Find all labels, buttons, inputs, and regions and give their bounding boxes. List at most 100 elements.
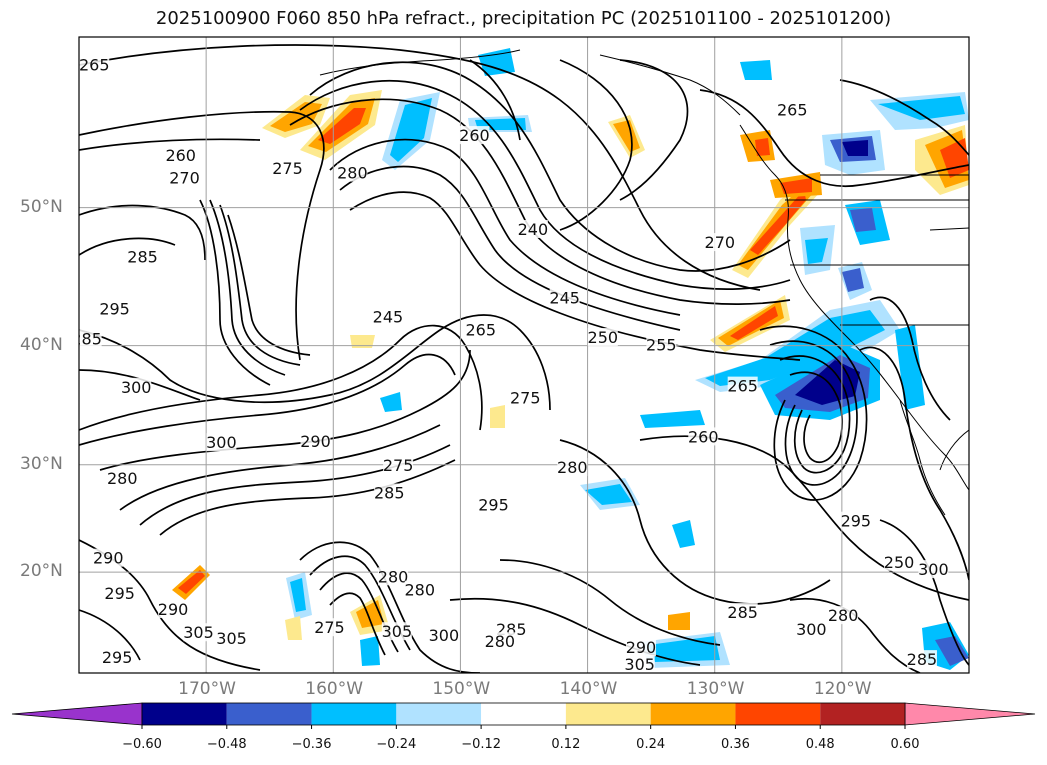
contour-label: 240 — [518, 220, 549, 239]
contour-label-background — [918, 560, 949, 579]
latitude-label: 20°N — [20, 561, 63, 582]
contour-line — [339, 165, 681, 331]
contour-label: 300 — [918, 560, 949, 579]
contour-label-background — [510, 388, 541, 407]
contour-label: 300 — [121, 378, 152, 397]
contour-line — [349, 191, 801, 361]
shading-blob — [490, 405, 505, 428]
contour-label: 300 — [429, 626, 460, 645]
contour-line — [159, 459, 456, 536]
contour-label-background — [127, 247, 158, 266]
shading-blob — [935, 636, 969, 666]
contour-label: 270 — [705, 233, 736, 252]
contour-line — [559, 439, 831, 605]
colorbar-tick-label: 0.24 — [636, 737, 666, 752]
contour-line — [779, 355, 851, 474]
contour-label-background — [121, 377, 152, 396]
colorbar-tick-label: 0.12 — [551, 737, 581, 752]
contour-label: 300 — [206, 433, 237, 452]
colorbar-bin — [820, 703, 905, 725]
latitude-label: 40°N — [20, 334, 63, 355]
contour-label: 285 — [374, 484, 405, 503]
contour-line — [79, 324, 483, 431]
shading-blob — [705, 310, 885, 386]
contour-label-background — [517, 219, 548, 238]
shading-blob — [285, 616, 302, 640]
gridlines — [79, 37, 969, 673]
contour-label-background — [216, 629, 247, 648]
shading-blob — [750, 190, 806, 255]
contour-label: 265 — [79, 56, 110, 75]
contour-line — [329, 138, 681, 316]
colorbar-under-extension — [11, 702, 143, 726]
colorbar-tick-label: −0.48 — [206, 737, 247, 752]
contour-label-background — [625, 638, 656, 657]
contour-label: 305 — [216, 629, 247, 648]
contour-line — [869, 296, 951, 421]
contour-label-background — [383, 455, 414, 474]
contour-label: 245 — [549, 289, 580, 308]
colorbar — [11, 702, 1036, 729]
contour-label-background — [337, 163, 368, 182]
colorbar-tick-label: 0.36 — [720, 737, 750, 752]
contour-line — [79, 44, 761, 291]
contour-label-background — [158, 600, 189, 619]
contour-label: 290 — [300, 432, 331, 451]
shading-blob — [360, 636, 380, 666]
contour-line — [199, 199, 271, 386]
contour-line — [99, 349, 471, 471]
contour-label: 295 — [104, 584, 135, 603]
shading-blob — [390, 98, 432, 162]
contour-label: 275 — [314, 618, 345, 637]
contour-line — [859, 346, 969, 581]
shading-blob — [842, 268, 864, 292]
shading-blob — [613, 120, 640, 152]
contour-label-background — [102, 648, 133, 667]
shading-blob — [730, 306, 778, 340]
colorbar-bin — [226, 703, 312, 725]
shading-blob — [585, 484, 632, 505]
shading-blob — [270, 102, 322, 132]
shading-blob — [842, 140, 868, 156]
contour-line — [309, 61, 791, 272]
contour-label-background — [624, 655, 655, 673]
contour-label: 290 — [626, 638, 657, 657]
colorbar-bin — [481, 703, 566, 725]
contour-line — [789, 597, 921, 673]
contour-label: 300 — [796, 620, 827, 639]
contour-label: 270 — [169, 168, 200, 187]
contour-label-background — [99, 299, 130, 318]
contour-label-background — [183, 623, 214, 642]
contour-label-background — [93, 548, 124, 567]
contour-label-background — [104, 583, 135, 602]
coastline — [899, 399, 946, 516]
plot-area: 265 260 265 260 275 280 270 240 270 285 245 245 295 2… — [79, 37, 969, 673]
contour-label-background — [549, 288, 580, 307]
colorbar-bin — [565, 703, 651, 725]
coastline — [929, 227, 969, 231]
contour-label-background — [828, 606, 859, 625]
contour-label: 275 — [510, 389, 541, 408]
contour-label-background — [79, 55, 110, 74]
contour-label: 290 — [158, 600, 189, 619]
contour-line — [79, 314, 551, 411]
colorbar-tick-label: 0.48 — [805, 737, 835, 752]
contour-label: 295 — [99, 299, 130, 318]
contour-label-background — [688, 427, 719, 446]
contour-label-background — [165, 145, 196, 164]
shading-blob — [850, 208, 876, 232]
coastlines — [319, 49, 969, 516]
coastline — [599, 54, 741, 116]
shading-blob — [178, 570, 205, 594]
contour-label-background — [727, 603, 758, 622]
contour-label: 285 — [727, 603, 758, 622]
contour-label: 285 — [907, 650, 938, 669]
contour-line — [219, 204, 301, 366]
contour-line — [499, 559, 721, 646]
longitude-label: 170°W — [178, 679, 236, 699]
shading-blob — [672, 520, 695, 548]
contour-label: 295 — [102, 648, 133, 667]
contour-label-background — [557, 458, 588, 477]
contour-label-background — [314, 618, 345, 637]
contour-label: 290 — [93, 549, 124, 568]
